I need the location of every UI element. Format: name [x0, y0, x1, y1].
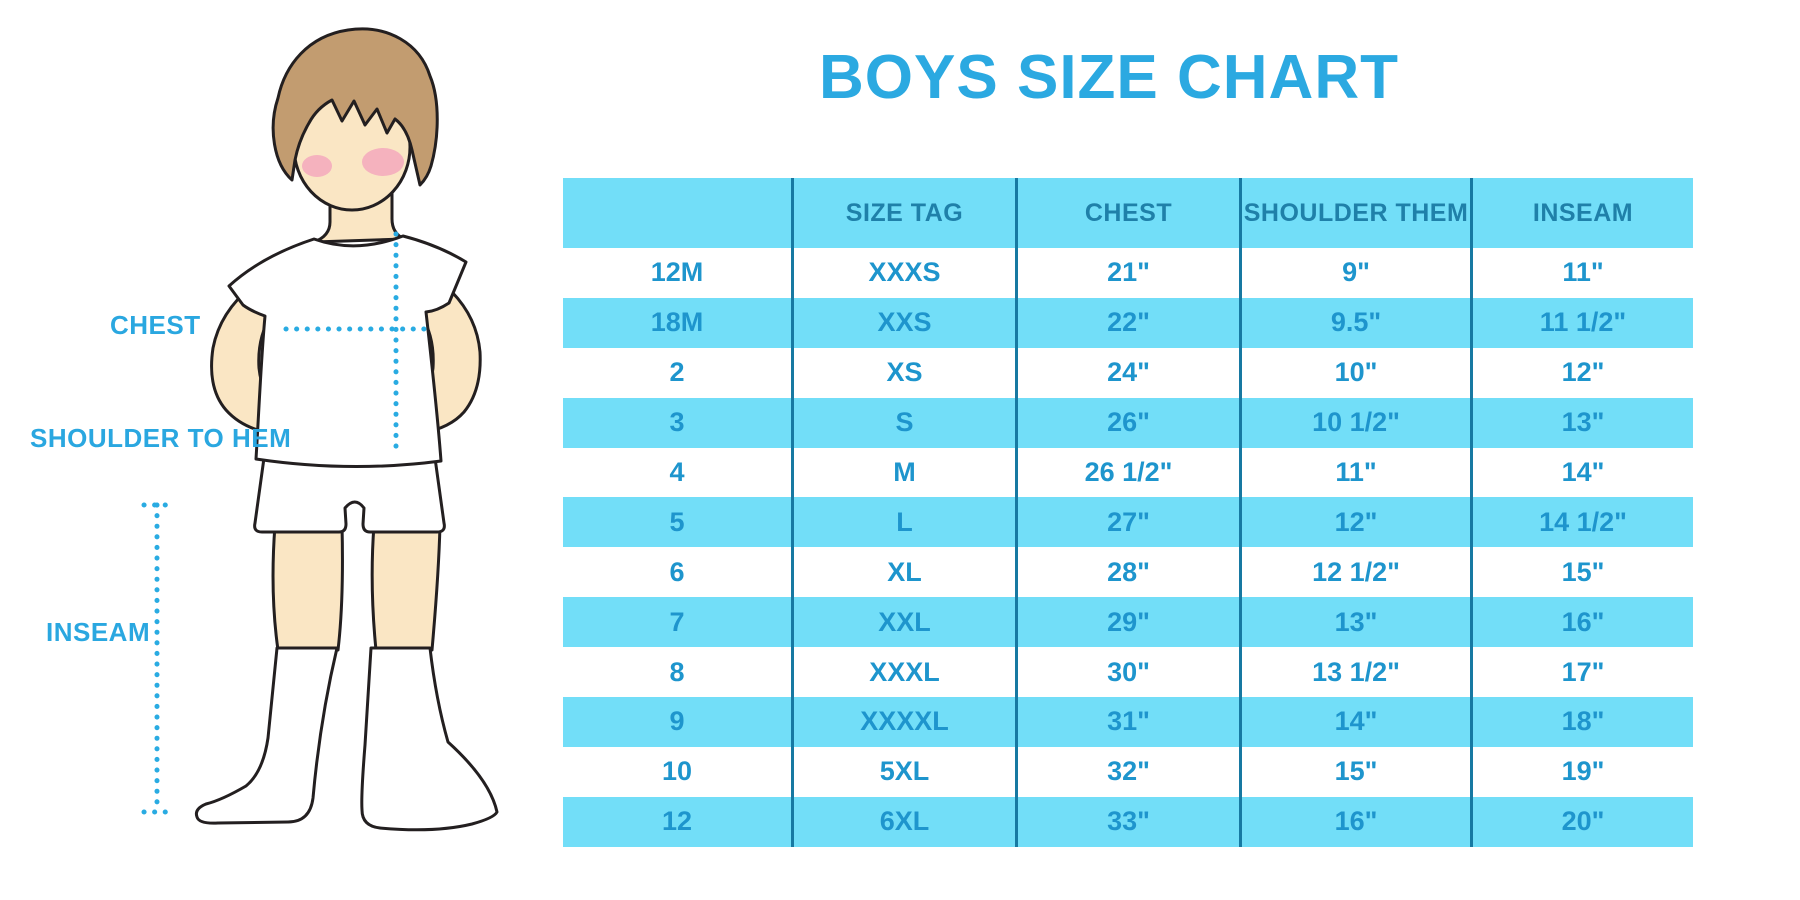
table-cell: 32": [1015, 746, 1239, 797]
table-cell: 15": [1239, 746, 1470, 797]
table-cell: 3: [563, 397, 791, 448]
table-cell: 13 1/2": [1239, 647, 1470, 698]
table-cell: 9": [1239, 248, 1470, 298]
table-cell: L: [791, 497, 1015, 548]
table-cell: 27": [1015, 497, 1239, 548]
table-cell: 4: [563, 447, 791, 498]
table-cell: XL: [791, 547, 1015, 598]
header-cell-chest: CHEST: [1015, 178, 1239, 248]
table-cell: 5XL: [791, 746, 1015, 797]
table-cell: 9.5": [1239, 297, 1470, 348]
table-cell: 16": [1239, 796, 1470, 847]
inseam-label: INSEAM: [46, 617, 151, 647]
table-cell: 30": [1015, 647, 1239, 698]
table-cell: 26": [1015, 397, 1239, 448]
table-cell: XXXL: [791, 647, 1015, 698]
table-cell: 31": [1015, 697, 1239, 747]
hair-shape: [271, 27, 439, 187]
boy-figure-svg: [141, 27, 499, 832]
left-arm-shape: [210, 284, 297, 437]
table-cell: 22": [1015, 297, 1239, 348]
table-cell: XXL: [791, 597, 1015, 648]
table-cell: 7: [563, 597, 791, 648]
shorts-shape: [253, 456, 446, 534]
table-cell: 24": [1015, 347, 1239, 398]
table-cell: 29": [1015, 597, 1239, 648]
table-cell: 11": [1239, 447, 1470, 498]
table-cell: 6: [563, 547, 791, 598]
table-cell: 10 1/2": [1239, 397, 1470, 448]
size-table: SIZE TAG CHEST SHOULDER THEM INSEAM 12M …: [563, 178, 1693, 847]
right-thigh-shape: [370, 523, 442, 652]
table-cell: 26 1/2": [1015, 447, 1239, 498]
header-cell-size-tag: SIZE TAG: [791, 178, 1015, 248]
header-cell-shoulder-them: SHOULDER THEM: [1239, 178, 1470, 248]
table-cell: 17": [1470, 647, 1693, 698]
table-cell: 14": [1239, 697, 1470, 747]
right-sock-shape: [360, 646, 499, 832]
chest-label: CHEST: [110, 310, 201, 340]
boy-figure-illustration: CHEST SHOULDER TO HEM INSEAM: [0, 0, 560, 880]
table-cell: XXXS: [791, 248, 1015, 298]
tshirt-shape: [227, 234, 468, 469]
table-cell: 18M: [563, 297, 791, 348]
table-cell: 13": [1239, 597, 1470, 648]
left-blush: [302, 155, 332, 177]
table-cell: 12": [1239, 497, 1470, 548]
table-cell: 28": [1015, 547, 1239, 598]
table-cell: XS: [791, 347, 1015, 398]
table-cell: 21": [1015, 248, 1239, 298]
table-cell: 9: [563, 697, 791, 747]
header-cell-size: [563, 178, 791, 248]
table-cell: 19": [1470, 746, 1693, 797]
table-cell: 15": [1470, 547, 1693, 598]
table-cell: 14": [1470, 447, 1693, 498]
table-cell: 12: [563, 796, 791, 847]
table-cell: 14 1/2": [1470, 497, 1693, 548]
shoulder-to-hem-label: SHOULDER TO HEM: [30, 423, 292, 453]
table-cell: 12 1/2": [1239, 547, 1470, 598]
table-cell: 11 1/2": [1470, 297, 1693, 348]
table-cell: S: [791, 397, 1015, 448]
table-cell: 16": [1470, 597, 1693, 648]
table-cell: 33": [1015, 796, 1239, 847]
table-cell: XXXXL: [791, 697, 1015, 747]
table-cell: 2: [563, 347, 791, 398]
table-cell: M: [791, 447, 1015, 498]
right-blush: [362, 148, 404, 176]
table-cell: XXS: [791, 297, 1015, 348]
table-cell: 11": [1470, 248, 1693, 298]
measurement-dotted-lines: [141, 231, 433, 815]
table-cell: 12M: [563, 248, 791, 298]
table-cell: 13": [1470, 397, 1693, 448]
left-sock-shape: [194, 646, 339, 825]
page-title: BOYS SIZE CHART: [819, 43, 1399, 112]
table-cell: 10: [563, 746, 791, 797]
table-cell: 10": [1239, 347, 1470, 398]
table-cell: 12": [1470, 347, 1693, 398]
table-cell: 18": [1470, 697, 1693, 747]
left-thigh-shape: [271, 523, 345, 652]
table-cell: 5: [563, 497, 791, 548]
table-cell: 8: [563, 647, 791, 698]
table-cell: 6XL: [791, 796, 1015, 847]
header-cell-inseam: INSEAM: [1470, 178, 1693, 248]
table-cell: 20": [1470, 796, 1693, 847]
right-arm-shape: [398, 290, 482, 436]
